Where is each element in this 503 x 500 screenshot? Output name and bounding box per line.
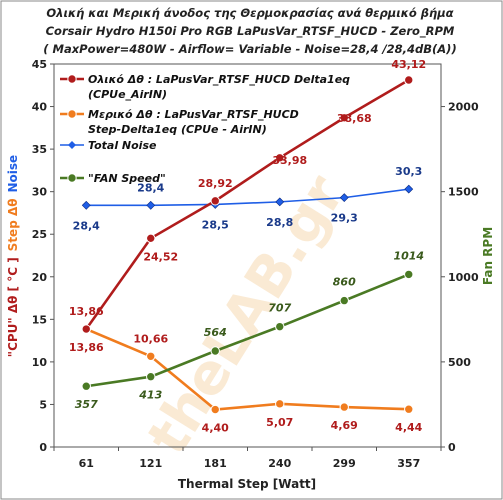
series-line-2 [86,188,409,207]
x-tick-label: 299 [333,457,356,470]
legend-swatch-marker [67,173,77,183]
series-point [275,321,285,332]
left-axis-title: "CPU" Δθ [ °C ] Step Δθ Noise [6,155,20,357]
legend-label: Μερικό Δθ : LaPusVar_RTSF_HUCD [88,108,299,121]
data-label: 10,66 [133,332,168,345]
series-point [275,197,285,207]
series-point [339,193,349,203]
legend: Ολικό Δθ : LaPusVar_RTSF_HUCD Delta1eq (C… [60,73,350,185]
left-tick-label: 5 [39,398,47,411]
x-axis: 61 121 181 240 299 357 [53,447,442,470]
data-label: 4,40 [202,422,229,435]
data-label: 13,86 [69,341,104,354]
legend-label: Ολικό Δθ : LaPusVar_RTSF_HUCD Delta1eq [88,73,350,86]
left-axis-title-part-2: Step Δθ [6,198,20,251]
series-point [81,200,91,210]
data-labels-layer: 13,86 10,66 4,40 5,07 4,69 4,44 357 413 564 707 86… [69,58,426,435]
data-label: 28,4 [137,181,164,194]
series-point [404,269,414,280]
left-tick-label: 30 [32,186,48,199]
x-tick-label: 61 [79,457,94,470]
right-tick-label: 0 [448,441,456,454]
series-point [210,346,220,356]
left-axis-title-part-3: Noise [6,155,20,193]
data-label: 28,8 [266,216,293,229]
data-label: 4,69 [331,419,358,432]
series-point [339,113,349,123]
data-label: 29,3 [331,212,358,225]
data-label: 5,07 [266,416,293,429]
series-layer [81,75,414,415]
data-label: 1014 [393,249,424,262]
right-tick-label: 1500 [448,186,479,199]
series-point [275,399,285,409]
x-tick-label: 181 [204,457,227,470]
right-axis: 0 500 1000 1500 2000 [441,101,479,454]
series-point [339,402,349,412]
series-point [146,233,156,244]
series-point [210,404,220,415]
series-line-3 [86,273,410,388]
data-label: 28,4 [73,219,100,232]
legend-swatch-marker [67,109,77,119]
data-label: 28,5 [202,218,229,231]
data-label: 357 [75,398,98,411]
left-tick-label: 20 [32,271,48,284]
data-label: 413 [138,389,162,402]
chart-title-line-3: ( MaxPower=480W - Airflow= Variable - No… [43,42,456,56]
left-tick-label: 45 [32,58,47,71]
data-label: 28,92 [198,177,233,190]
data-label: 860 [333,276,356,289]
data-label: 30,3 [395,165,422,178]
series-point [275,153,285,163]
left-tick-label: 10 [32,356,48,369]
series-point [146,200,156,210]
left-axis-title-part-1: "CPU" Δθ [ °C ] [6,257,20,357]
data-label: 13,86 [69,305,104,318]
data-label: 24,52 [143,250,178,263]
series-point [81,324,91,334]
chart-title-line-2: Corsair Hydro H150i Pro RGB LaPusVar_RTS… [46,24,455,39]
x-tick-label: 121 [139,457,162,470]
series-point [81,381,91,391]
left-tick-label: 25 [32,228,47,241]
x-axis-title: Thermal Step [Watt] [178,477,316,491]
series-line-0 [85,78,410,330]
left-axis: 0 5 10 15 20 25 30 35 40 45 [32,58,54,454]
legend-swatch-marker [68,141,76,149]
left-tick-label: 40 [32,101,48,114]
series-point [404,184,414,194]
series-point [404,404,414,414]
right-tick-label: 2000 [448,101,479,114]
legend-label: Total Noise [88,139,157,152]
data-label: 38,68 [337,112,372,125]
series-point [339,295,349,306]
data-label: 33,98 [272,154,307,167]
series-point [146,371,156,382]
series-point [146,351,156,361]
legend-label: (CPUe_AirIN) [88,88,167,101]
legend-label: Step-Delta1eq (CPUe - AirIN) [88,123,267,136]
series-point [210,196,220,206]
chart-title-line-1: Ολική και Μερική άνοδος της Θερμοκρασίας… [46,6,453,20]
data-label: 4,44 [395,421,422,434]
left-tick-label: 35 [32,143,47,156]
data-label: 564 [204,326,227,339]
left-tick-label: 15 [32,313,47,326]
series-point [404,75,414,85]
legend-label: "FAN Speed" [88,172,166,185]
right-axis-title: Fan RPM [481,227,495,285]
data-label: 707 [268,302,291,315]
data-label: 43,12 [391,58,426,71]
x-tick-label: 357 [397,457,420,470]
right-tick-label: 500 [448,356,471,369]
series-line-1 [85,327,409,411]
left-tick-label: 0 [39,441,47,454]
x-tick-label: 240 [268,457,291,470]
legend-swatch-marker [67,74,77,84]
right-tick-label: 1000 [448,271,479,284]
